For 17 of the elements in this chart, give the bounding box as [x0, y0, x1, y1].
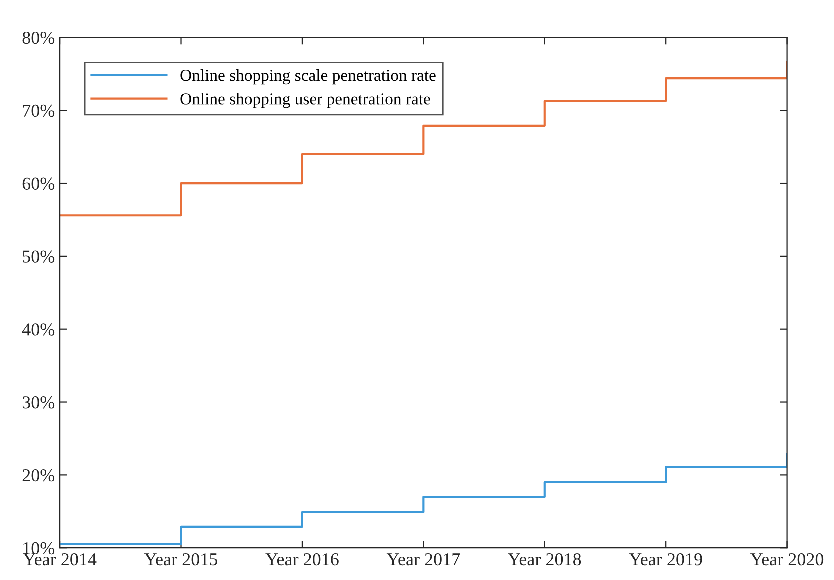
x-tick-label: Year 2020 — [750, 553, 824, 566]
y-tick-label: 20% — [22, 469, 55, 482]
x-tick-label: Year 2016 — [266, 553, 339, 566]
legend-label: Online shopping user penetration rate — [180, 93, 430, 108]
y-tick-label: 50% — [23, 250, 55, 263]
x-tick-label: Year 2017 — [386, 553, 460, 566]
y-tick-label: 80% — [22, 32, 55, 44]
y-tick-label: 60% — [22, 178, 55, 190]
x-tick-label: Year 2014 — [23, 553, 97, 566]
x-tick-label: Year 2015 — [144, 553, 218, 566]
y-tick-label: 30% — [22, 396, 55, 409]
y-tick-label: 10% — [24, 542, 55, 555]
x-tick-label: Year 2018 — [508, 553, 582, 566]
y-tick-label: 40% — [22, 324, 55, 336]
legend-label: Online shopping scale penetration rate — [180, 69, 436, 85]
x-tick-label: Year 2019 — [629, 553, 702, 566]
y-tick-label: 70% — [23, 104, 55, 118]
